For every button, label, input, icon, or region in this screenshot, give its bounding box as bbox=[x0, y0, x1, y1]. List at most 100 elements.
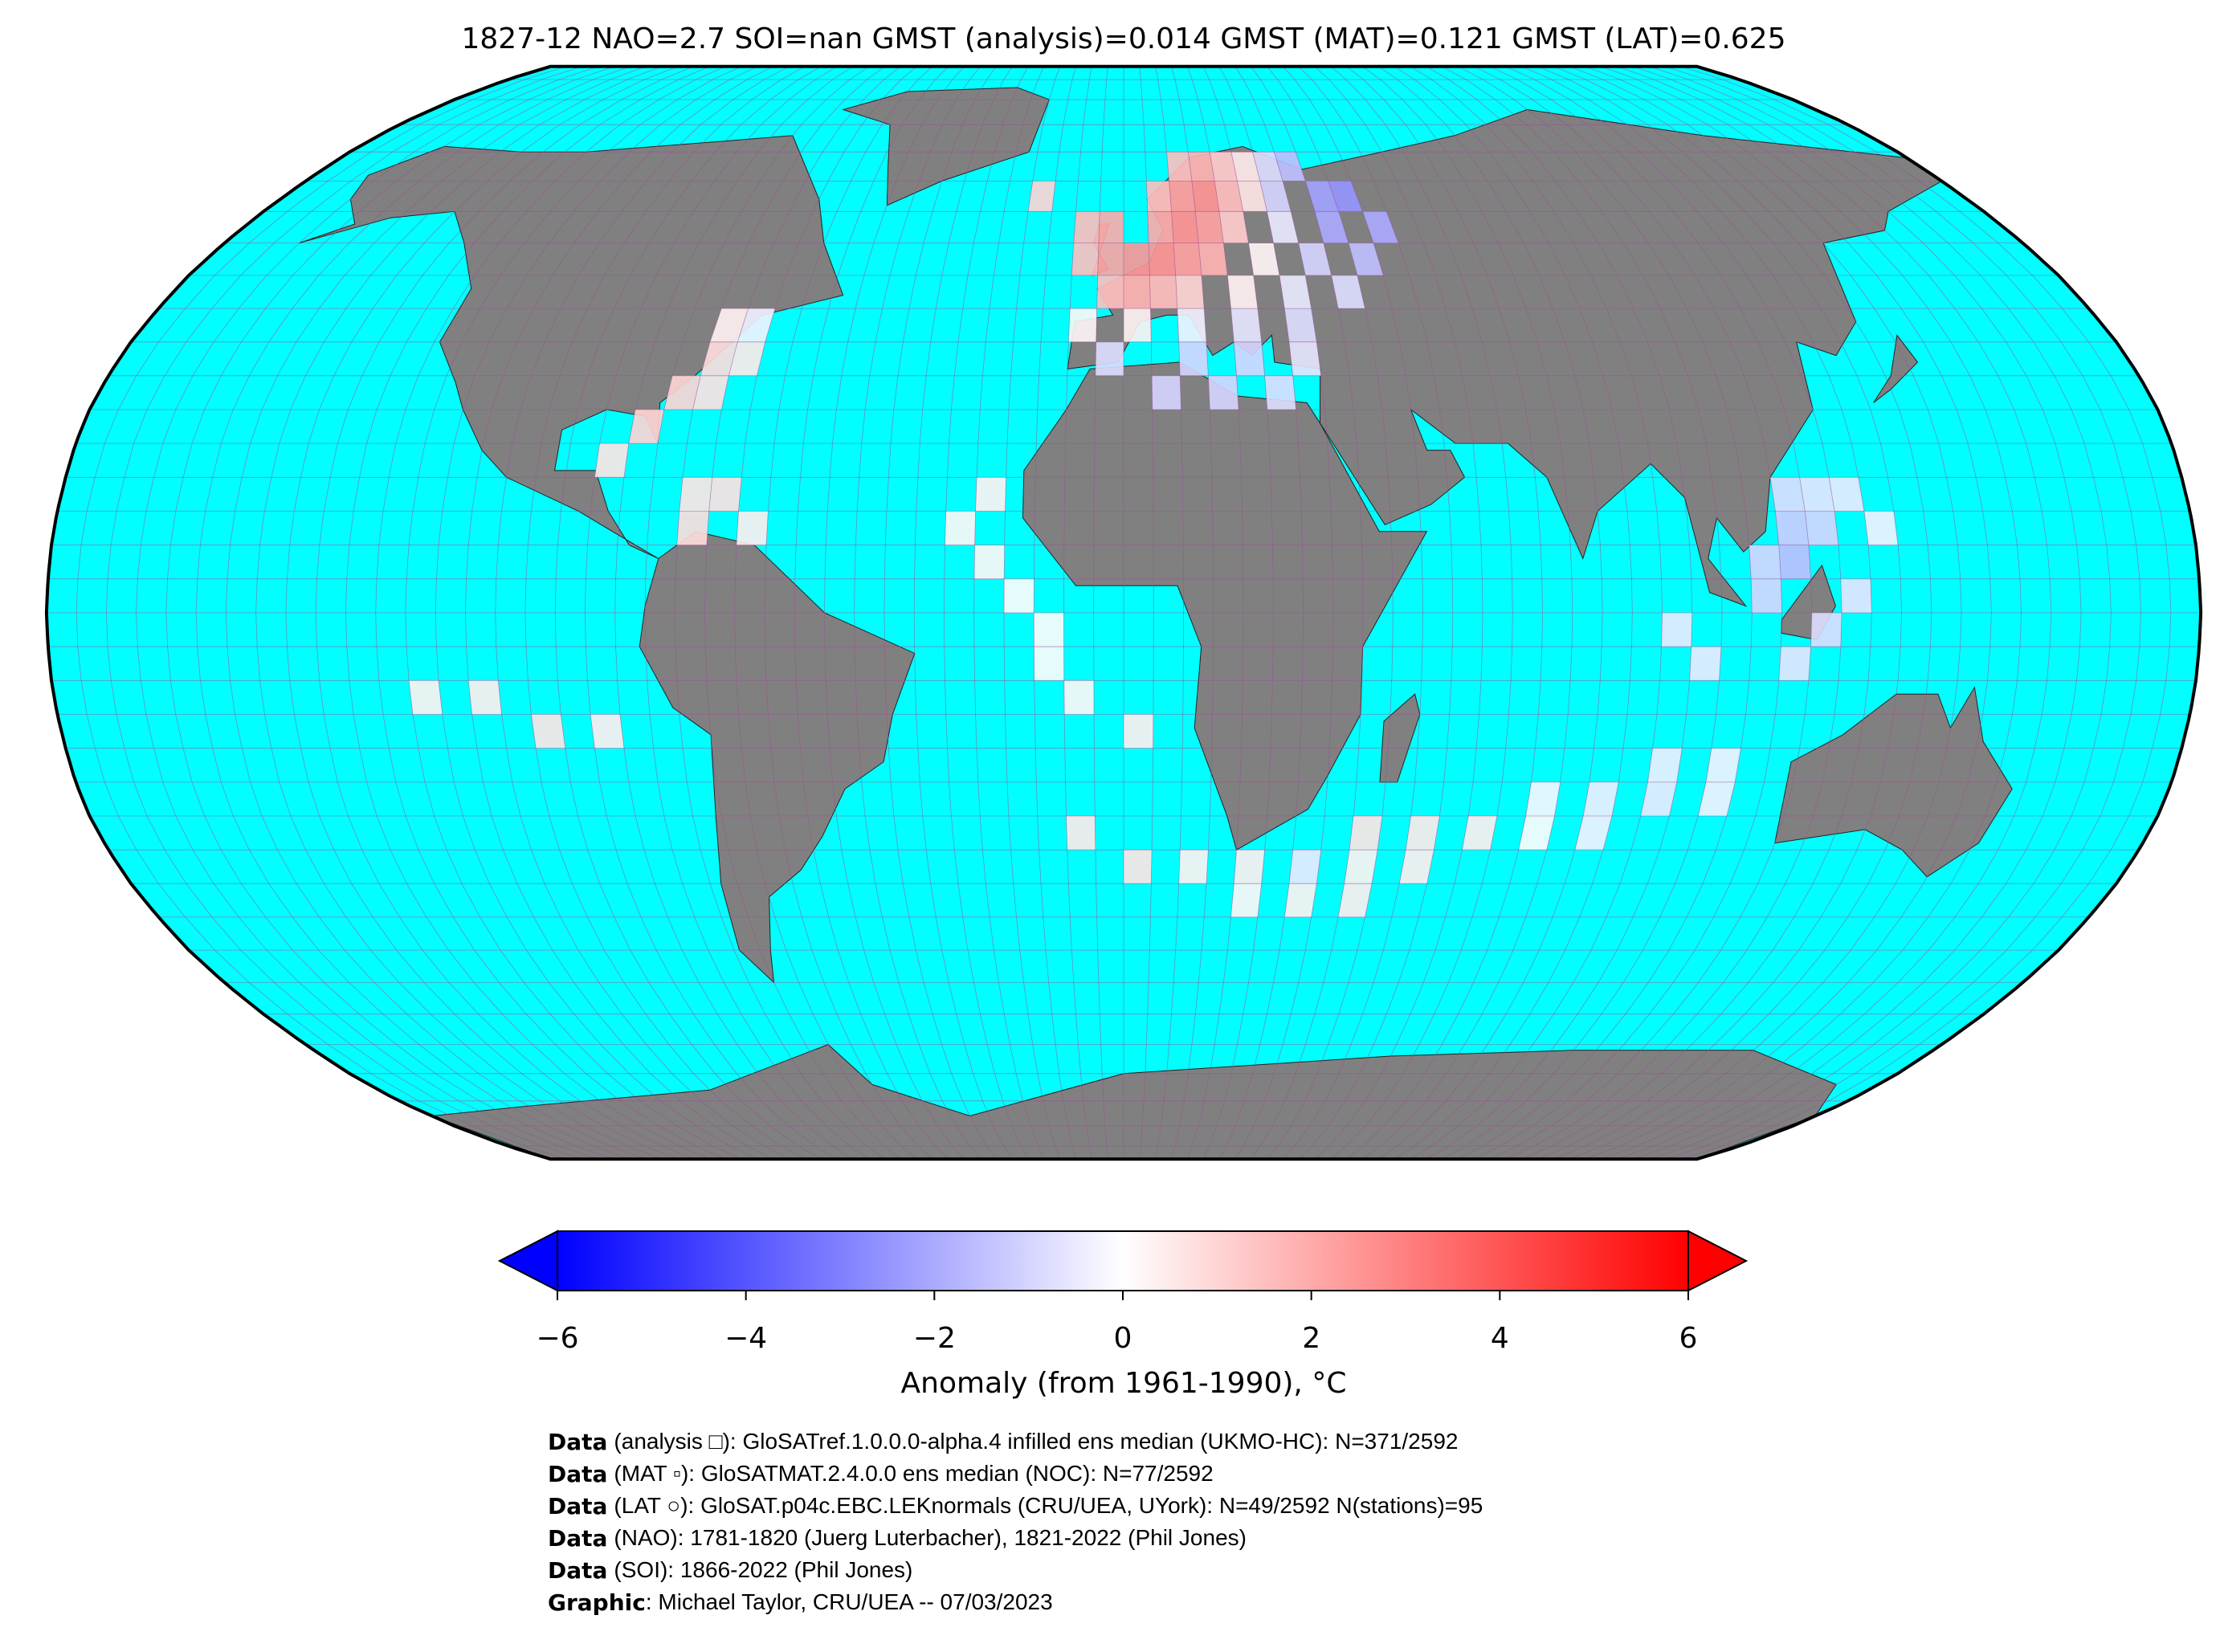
anomaly-cell bbox=[1840, 578, 1872, 613]
anomaly-cell bbox=[1066, 816, 1096, 850]
anomaly-cell bbox=[708, 477, 742, 512]
anomaly-cell bbox=[1406, 816, 1440, 850]
credit-label: Data bbox=[548, 1557, 607, 1584]
anomaly-cell bbox=[1096, 275, 1124, 309]
extend-high bbox=[1687, 1230, 1749, 1292]
anomaly-cell bbox=[1399, 850, 1434, 884]
colorbar-tick-label: −4 bbox=[724, 1322, 767, 1355]
anomaly-cell bbox=[1219, 211, 1249, 243]
anomaly-cell bbox=[1338, 883, 1372, 917]
anomaly-cell bbox=[1071, 243, 1099, 275]
anomaly-cell bbox=[1805, 511, 1838, 545]
anomaly-cell bbox=[1034, 613, 1064, 647]
map-border bbox=[44, 64, 2203, 1161]
colorbar-tick-label: −2 bbox=[913, 1322, 956, 1355]
anomaly-cell bbox=[1284, 308, 1317, 342]
anomaly-cell bbox=[1234, 850, 1265, 884]
credits: Data (analysis □): GloSATref.1.0.0.0-alph… bbox=[548, 1429, 1483, 1616]
anomaly-cell bbox=[1195, 211, 1224, 243]
anomaly-cell bbox=[1248, 243, 1279, 275]
anomaly-cell bbox=[1169, 181, 1196, 212]
anomaly-cell bbox=[1227, 275, 1258, 309]
anomaly-cell bbox=[737, 308, 775, 342]
graticule bbox=[46, 66, 2202, 1160]
anomaly-cell bbox=[945, 511, 976, 545]
anomaly-cell bbox=[692, 375, 729, 410]
anomaly-cell bbox=[1799, 477, 1835, 512]
anomaly-cell bbox=[1259, 181, 1292, 212]
anomaly-cell bbox=[676, 511, 709, 545]
anomaly-cell bbox=[974, 545, 1005, 579]
land bbox=[299, 135, 844, 559]
colorbar-tick-label: 6 bbox=[1679, 1322, 1698, 1355]
anomaly-cell bbox=[1173, 243, 1202, 275]
anomaly-cell bbox=[1775, 511, 1809, 545]
anomaly-cell bbox=[1462, 816, 1497, 850]
anomaly-cell bbox=[1210, 152, 1238, 182]
anomaly-cell bbox=[1124, 714, 1153, 748]
anomaly-cell bbox=[1305, 181, 1339, 212]
anomaly-cell bbox=[1073, 211, 1100, 243]
anomaly-cell bbox=[1344, 850, 1378, 884]
anomaly-cell bbox=[1214, 181, 1243, 212]
anomaly-cell bbox=[1175, 275, 1205, 309]
credit-label: Data bbox=[548, 1525, 607, 1552]
anomaly-cell bbox=[1149, 243, 1176, 275]
anomaly-cell bbox=[1706, 748, 1741, 782]
anomaly-cell bbox=[1171, 211, 1199, 243]
anomaly-cell bbox=[1147, 211, 1174, 243]
colorbar-tick-label: −6 bbox=[536, 1322, 578, 1355]
anomaly-cell bbox=[590, 714, 624, 748]
anomaly-cell bbox=[1124, 243, 1150, 275]
credit-line: Data (SOI): 1866-2022 (Phil Jones) bbox=[548, 1557, 912, 1584]
anomaly-cell bbox=[1124, 275, 1151, 309]
map bbox=[44, 64, 2203, 1161]
credit-text: (SOI): 1866-2022 (Phil Jones) bbox=[614, 1557, 912, 1582]
credit-text: (LAT ○): GloSAT.p04c.EBC.LEKnormals (CRU… bbox=[614, 1493, 1483, 1518]
credit-line: Graphic: Michael Taylor, CRU/UEA -- 07/0… bbox=[548, 1589, 1053, 1616]
anomaly-cell bbox=[1095, 341, 1124, 376]
anomaly-cell bbox=[1574, 816, 1612, 850]
credit-text: (analysis □): GloSATref.1.0.0.0-alpha.4 … bbox=[614, 1429, 1458, 1454]
anomaly-cell bbox=[1778, 545, 1811, 579]
anomaly-cell bbox=[1166, 152, 1192, 182]
anomaly-cell bbox=[1034, 647, 1064, 681]
credit-text: (MAT ▫): GloSATMAT.2.4.0.0 ens median (N… bbox=[614, 1461, 1213, 1486]
anomaly-cell bbox=[1349, 816, 1382, 850]
anomaly-cell bbox=[1178, 341, 1209, 376]
anomaly-cell bbox=[1152, 375, 1181, 410]
anomaly-cell bbox=[1583, 781, 1619, 816]
anomaly-cell bbox=[1525, 781, 1561, 816]
anomaly-cell bbox=[1252, 152, 1283, 182]
anomaly-cell bbox=[1647, 748, 1683, 782]
credit-label: Data bbox=[548, 1493, 607, 1519]
colorbar-body bbox=[557, 1230, 1689, 1291]
anomaly-cell bbox=[1810, 613, 1842, 647]
land bbox=[842, 87, 1051, 206]
anomaly-cell bbox=[736, 511, 769, 545]
credit-text: : Michael Taylor, CRU/UEA -- 07/03/2023 bbox=[646, 1589, 1053, 1614]
anomaly-cell bbox=[1146, 181, 1172, 212]
anomaly-cell bbox=[1829, 477, 1864, 512]
anomaly-cell bbox=[1004, 578, 1034, 613]
anomaly-cell bbox=[975, 477, 1006, 512]
anomaly-cell bbox=[1178, 850, 1209, 884]
credit-line: Data (MAT ▫): GloSATMAT.2.4.0.0 ens media… bbox=[548, 1461, 1214, 1487]
anomaly-cell bbox=[1778, 647, 1811, 681]
anomaly-cell bbox=[1198, 243, 1228, 275]
anomaly-cell bbox=[1188, 152, 1215, 182]
anomaly-cell bbox=[1689, 647, 1721, 681]
colorbar: −6 −4 −2 0 2 4 6 bbox=[497, 1230, 1749, 1355]
anomaly-cell bbox=[1237, 181, 1267, 212]
anomaly-cell bbox=[1230, 152, 1260, 182]
credit-text: (NAO): 1781-1820 (Juerg Luterbacher), 18… bbox=[614, 1525, 1247, 1550]
anomaly-cell bbox=[663, 375, 701, 410]
anomaly-cell bbox=[1063, 680, 1095, 715]
extend-low bbox=[497, 1230, 558, 1292]
anomaly-cell bbox=[1289, 850, 1321, 884]
anomaly-cell bbox=[1097, 243, 1124, 275]
anomaly-cell bbox=[1279, 275, 1312, 309]
credit-line: Data (LAT ○): GloSAT.p04c.EBC.LEKnormals … bbox=[548, 1493, 1483, 1519]
anomaly-cell bbox=[1177, 308, 1206, 342]
anomaly-cell bbox=[1068, 308, 1097, 342]
